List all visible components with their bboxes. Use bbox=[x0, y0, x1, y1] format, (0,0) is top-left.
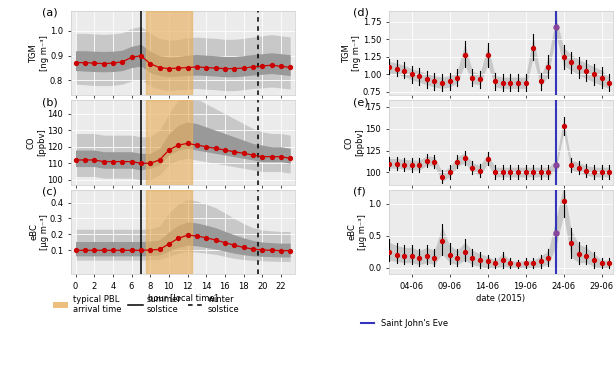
Text: (e): (e) bbox=[353, 97, 369, 107]
Y-axis label: TGM
[ng m⁻³]: TGM [ng m⁻³] bbox=[342, 35, 362, 71]
Bar bbox=[145, 100, 192, 185]
Y-axis label: CO
[ppbv]: CO [ppbv] bbox=[344, 129, 364, 156]
Y-axis label: TGM
[ng m⁻³]: TGM [ng m⁻³] bbox=[29, 35, 49, 71]
Legend: Saint John's Eve: Saint John's Eve bbox=[362, 319, 448, 328]
Text: (f): (f) bbox=[353, 187, 366, 197]
Text: (a): (a) bbox=[42, 8, 57, 18]
Y-axis label: CO
[ppbv]: CO [ppbv] bbox=[26, 129, 46, 156]
Y-axis label: eBC
[μg m⁻³]: eBC [μg m⁻³] bbox=[347, 214, 367, 250]
Bar bbox=[145, 11, 192, 95]
Y-axis label: eBC
[μg m⁻³]: eBC [μg m⁻³] bbox=[29, 214, 49, 250]
Text: (c): (c) bbox=[42, 187, 57, 197]
Bar bbox=[145, 190, 192, 274]
Legend: typical PBL
arrival time, summer
solstice, winter
solstice: typical PBL arrival time, summer solstic… bbox=[54, 295, 239, 314]
X-axis label: date (2015): date (2015) bbox=[476, 294, 525, 302]
Text: (b): (b) bbox=[42, 97, 57, 107]
Text: (d): (d) bbox=[353, 8, 369, 18]
X-axis label: hour [local time]: hour [local time] bbox=[148, 294, 218, 302]
